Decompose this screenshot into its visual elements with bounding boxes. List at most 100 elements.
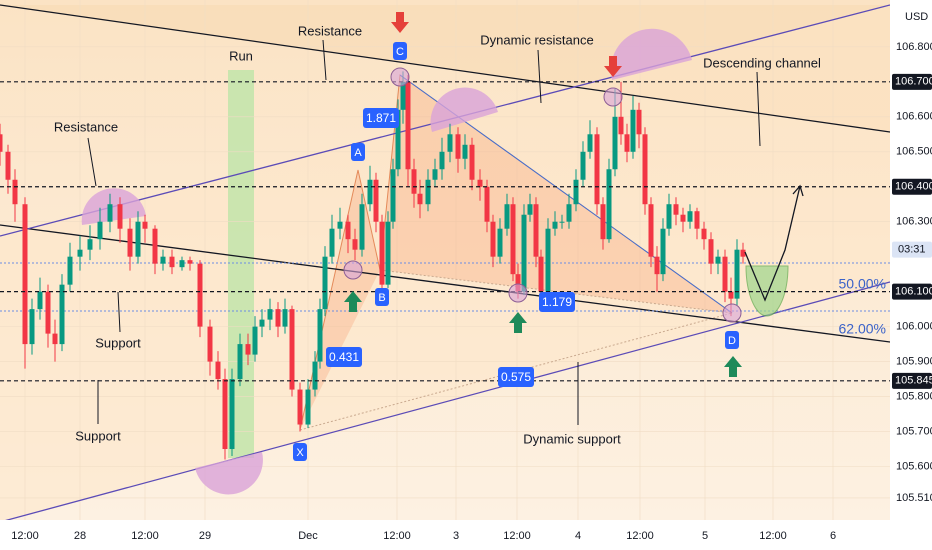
- y-tick-label: 106.800: [896, 41, 932, 53]
- candle-body: [222, 379, 228, 450]
- pointer: [322, 39, 327, 81]
- candle-body: [379, 221, 385, 285]
- candle-body: [245, 344, 251, 355]
- candle-body: [52, 333, 58, 345]
- candle-body: [417, 193, 423, 205]
- candle-body: [694, 211, 700, 229]
- x-tick-label: 4: [575, 530, 581, 542]
- candle-body: [484, 186, 490, 222]
- arrow-up: [509, 312, 527, 333]
- candle-body: [117, 204, 123, 229]
- candle-body: [432, 169, 438, 180]
- annotation: Descending channel: [703, 55, 821, 70]
- x-tick-label: 5: [702, 530, 708, 542]
- pointer: [117, 291, 121, 333]
- candle-body: [373, 179, 379, 222]
- pivot: [603, 87, 623, 107]
- point-box: [293, 443, 307, 461]
- annotation: Dynamic resistance: [480, 32, 593, 47]
- projection-head: [792, 184, 804, 197]
- candle-body: [215, 361, 221, 380]
- dynamic-support-line: [0, 281, 891, 523]
- candle-body: [45, 291, 51, 334]
- candle-body: [179, 260, 185, 268]
- candle-body: [687, 211, 693, 222]
- price-label: 105.845: [895, 375, 932, 387]
- price-label: 106.400: [895, 181, 932, 193]
- candle-body: [642, 134, 648, 205]
- x-tick-label: 28: [74, 530, 86, 542]
- candle-body: [545, 228, 551, 292]
- pivot: [390, 67, 410, 87]
- candle-body: [259, 319, 265, 327]
- candle-body: [395, 109, 401, 170]
- candle-body: [654, 256, 660, 275]
- x-tick-label: 3: [453, 530, 459, 542]
- candle-body: [573, 179, 579, 205]
- grid: [0, 0, 890, 520]
- candle-body: [477, 179, 483, 187]
- candle-body: [187, 260, 193, 264]
- candle-body: [740, 249, 746, 257]
- annotation: Run: [229, 48, 253, 63]
- candle-body: [666, 204, 672, 229]
- ratio-box: [539, 292, 575, 312]
- candle-body: [673, 204, 679, 215]
- ratio-label: 0.575: [501, 370, 531, 384]
- pointer: [537, 49, 542, 104]
- candle-body: [252, 326, 258, 355]
- candle-body: [618, 116, 624, 135]
- annotation: Support: [95, 335, 141, 350]
- y-tick-label: 105.510: [896, 492, 932, 504]
- candle-body: [411, 169, 417, 194]
- candle-body: [367, 179, 373, 205]
- arrow-up: [724, 356, 742, 377]
- ratio-box: [363, 108, 399, 128]
- price-label-box: [892, 178, 932, 195]
- arc: [610, 28, 692, 81]
- candle-body: [312, 361, 318, 390]
- candle-body: [237, 344, 243, 380]
- arc: [430, 87, 498, 132]
- candle-body: [648, 204, 654, 257]
- y-tick-label: 106.000: [896, 321, 932, 333]
- annotation: Resistance: [298, 23, 362, 38]
- candle-body: [447, 134, 453, 152]
- x-tick-label: Dec: [298, 530, 318, 542]
- y-tick-label: 106.500: [896, 146, 932, 158]
- pivot: [722, 303, 742, 323]
- candle-body: [229, 379, 235, 450]
- x-tick-label: 12:00: [759, 530, 787, 542]
- countdown-label: 03:31: [898, 244, 926, 256]
- arrow-down: [391, 12, 409, 33]
- annotation: Dynamic support: [523, 431, 621, 446]
- candle-body: [636, 109, 642, 135]
- price-label-box: [892, 73, 932, 90]
- pattern-xd: [299, 312, 733, 431]
- candle-body: [504, 204, 510, 229]
- candle-body: [152, 228, 158, 264]
- candle-body: [275, 309, 281, 327]
- candle-body: [97, 221, 103, 240]
- candle-body: [439, 151, 445, 170]
- currency: USD: [905, 11, 928, 23]
- candle-body: [322, 256, 328, 310]
- point-label: C: [396, 46, 404, 58]
- arrow-up: [344, 291, 362, 312]
- pointers: [87, 39, 761, 425]
- candle-body: [728, 291, 734, 299]
- annotation: Resistance: [54, 119, 118, 134]
- x-tick-label: 29: [199, 530, 211, 542]
- overlay: 106.800 106.600 106.500 106.300 106.000 105.9…: [11, 23, 932, 542]
- y-tick-label: 105.800: [896, 390, 932, 402]
- candle-body: [722, 256, 728, 292]
- x-tick-label: 12:00: [503, 530, 531, 542]
- candle-body: [29, 309, 35, 345]
- candle-body: [533, 204, 539, 257]
- candle-body: [552, 221, 558, 229]
- fib-label: 62.00%: [839, 321, 886, 337]
- candle-body: [37, 291, 43, 310]
- candle-body: [169, 256, 175, 268]
- candle-body: [515, 274, 521, 292]
- fib-label: 50.00%: [839, 276, 886, 292]
